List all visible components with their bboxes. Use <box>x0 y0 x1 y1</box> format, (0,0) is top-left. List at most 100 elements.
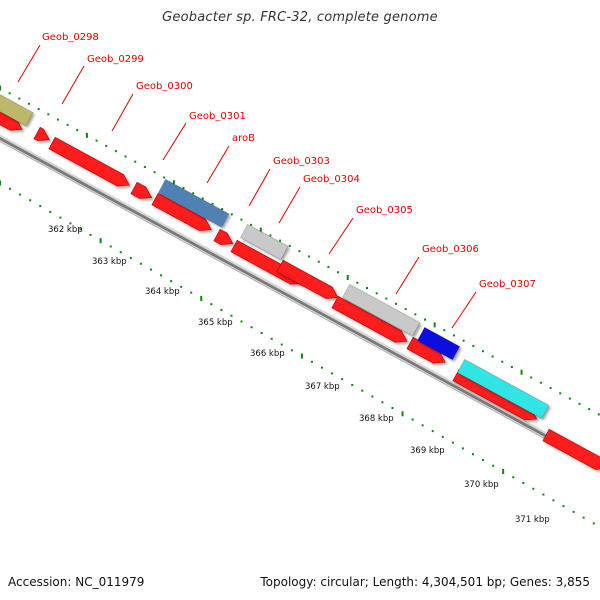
kbp-tick-label: 368 kbp <box>359 414 394 424</box>
upper-tick-row-minor-tick <box>240 218 243 221</box>
cds-arrow <box>130 181 153 199</box>
upper-tick-row-minor-tick <box>539 381 542 384</box>
kbp-tick-label: 362 kbp <box>48 225 83 235</box>
lower-tick-row-minor-tick <box>371 395 374 398</box>
gene-label: Geob_0303 <box>273 156 330 167</box>
upper-tick-row-minor-tick <box>549 387 552 390</box>
cds-arrow <box>33 126 50 141</box>
lower-tick-row-minor-tick <box>119 251 122 254</box>
lower-tick-row-minor-tick <box>210 303 213 306</box>
lower-tick-row-minor-tick <box>391 407 394 410</box>
upper-tick-row-minor-tick <box>279 239 282 242</box>
map-title: Geobacter sp. FRC-32, complete genome <box>162 10 438 25</box>
gene-label: Geob_0298 <box>42 32 99 43</box>
lower-tick-row-minor-tick <box>451 441 454 444</box>
labels-layer: 362 kbp 363 kbp 364 kbp 365 kbp 366 kbp 367 k… <box>17 32 550 525</box>
feature-cyan <box>457 359 550 419</box>
backbone-line-shade <box>0 140 600 470</box>
lower-tick-row-minor-tick <box>160 274 163 277</box>
features-layer <box>0 94 600 470</box>
upper-tick-row-minor-tick <box>366 287 369 290</box>
upper-tick-row-minor-tick <box>114 150 117 153</box>
gene-leader-line <box>278 186 301 224</box>
upper-tick-row-minor-tick <box>192 192 195 195</box>
feature-silver-2 <box>342 284 421 337</box>
gene-label: Geob_0299 <box>87 54 144 65</box>
upper-tick-row-minor-tick <box>452 334 455 337</box>
upper-tick-row-minor-tick <box>423 318 426 321</box>
gene-label: Geob_0305 <box>356 205 413 216</box>
lower-tick-row-end <box>575 510 600 524</box>
lower-tick-row-minor-tick <box>290 349 293 352</box>
upper-tick-row-minor-tick <box>578 402 581 405</box>
upper-tick-row-minor-tick <box>443 329 446 332</box>
upper-tick-row-minor-tick <box>163 176 166 179</box>
lower-tick-row-minor-tick <box>381 401 384 404</box>
upper-tick-row-minor-tick <box>134 160 137 163</box>
upper-tick-row-minor-tick <box>597 413 600 416</box>
cds-arrow <box>48 136 130 187</box>
upper-tick-row-minor-tick <box>298 250 301 253</box>
upper-tick-row-minor-tick <box>317 260 320 263</box>
gene-label: Geob_0300 <box>136 81 193 92</box>
kbp-tick-label: 366 kbp <box>250 349 285 359</box>
upper-tick-row-minor-tick <box>18 97 21 100</box>
kbp-tick-label: 365 kbp <box>198 318 233 328</box>
gene-label: Geob_0307 <box>479 279 536 290</box>
lower-tick-row-minor-tick <box>129 257 132 260</box>
upper-tick-row-minor-tick <box>588 408 591 411</box>
lower-tick-row-minor-tick <box>310 360 313 363</box>
lower-tick-row-minor-tick <box>270 337 273 340</box>
gene-label: Geob_0301 <box>189 111 246 122</box>
cds-arrow <box>151 192 212 231</box>
lower-tick-row-minor-tick <box>280 343 283 346</box>
feature-steelblue <box>158 179 230 228</box>
lower-tick-row-minor-tick <box>39 205 42 208</box>
upper-tick-row-minor-tick <box>27 102 30 105</box>
upper-tick-row-minor-tick <box>404 308 407 311</box>
lower-tick-row-minor-tick <box>512 476 515 479</box>
lower-tick-row-minor-tick <box>69 222 72 225</box>
lower-tick-row-minor-tick <box>29 199 32 202</box>
lower-tick-row-minor-tick <box>230 314 233 317</box>
kbp-tick-label: 370 kbp <box>464 480 499 490</box>
kbp-tick-label: 363 kbp <box>92 257 127 267</box>
lower-tick-row-minor-tick <box>461 447 464 450</box>
lower-tick-row-minor-tick <box>149 268 152 271</box>
lower-tick-row-minor-tick <box>240 320 243 323</box>
lower-tick-row-minor-tick <box>361 389 364 392</box>
upper-tick-row-minor-tick <box>414 313 417 316</box>
lower-tick-row-minor-tick <box>250 326 253 329</box>
lower-tick-row-minor-tick <box>79 228 82 231</box>
upper-tick-row-minor-tick <box>510 365 513 368</box>
lower-tick-row-minor-tick <box>170 280 173 283</box>
upper-tick-row-minor-tick <box>356 281 359 284</box>
gene-label: Geob_0304 <box>303 174 360 185</box>
upper-tick-row-minor-tick <box>530 376 533 379</box>
upper-tick-row-minor-tick <box>472 344 475 347</box>
lower-tick-row-minor-tick <box>109 245 112 248</box>
upper-tick-row-minor-tick <box>385 297 388 300</box>
lower-tick-row-minor-tick <box>492 464 495 467</box>
upper-tick-row-minor-tick <box>375 292 378 295</box>
backbone-line-dark <box>0 136 600 468</box>
upper-tick-row-minor-tick <box>395 302 398 305</box>
lower-tick-row-minor-tick <box>321 366 324 369</box>
lower-tick-row-minor-tick <box>351 383 354 386</box>
upper-tick-row-minor-tick <box>269 234 272 237</box>
lower-tick-row-minor-tick <box>592 522 595 525</box>
lower-tick-row-minor-tick <box>19 193 22 196</box>
lower-tick-row-minor-tick <box>139 262 142 265</box>
upper-tick-row-minor-tick <box>37 108 40 111</box>
upper-tick-row-minor-tick <box>559 392 562 395</box>
lower-tick-row-minor-tick <box>562 505 565 508</box>
upper-tick-row-minor-tick <box>501 360 504 363</box>
upper-tick-row-minor-tick <box>308 255 311 258</box>
lower-tick-row-minor-tick <box>411 418 414 421</box>
feature-blue <box>417 327 461 361</box>
feature-silver-1 <box>240 224 289 261</box>
backbone-line-light <box>0 134 600 464</box>
cds-arrow <box>331 295 408 343</box>
upper-tick-row-minor-tick <box>201 197 204 200</box>
